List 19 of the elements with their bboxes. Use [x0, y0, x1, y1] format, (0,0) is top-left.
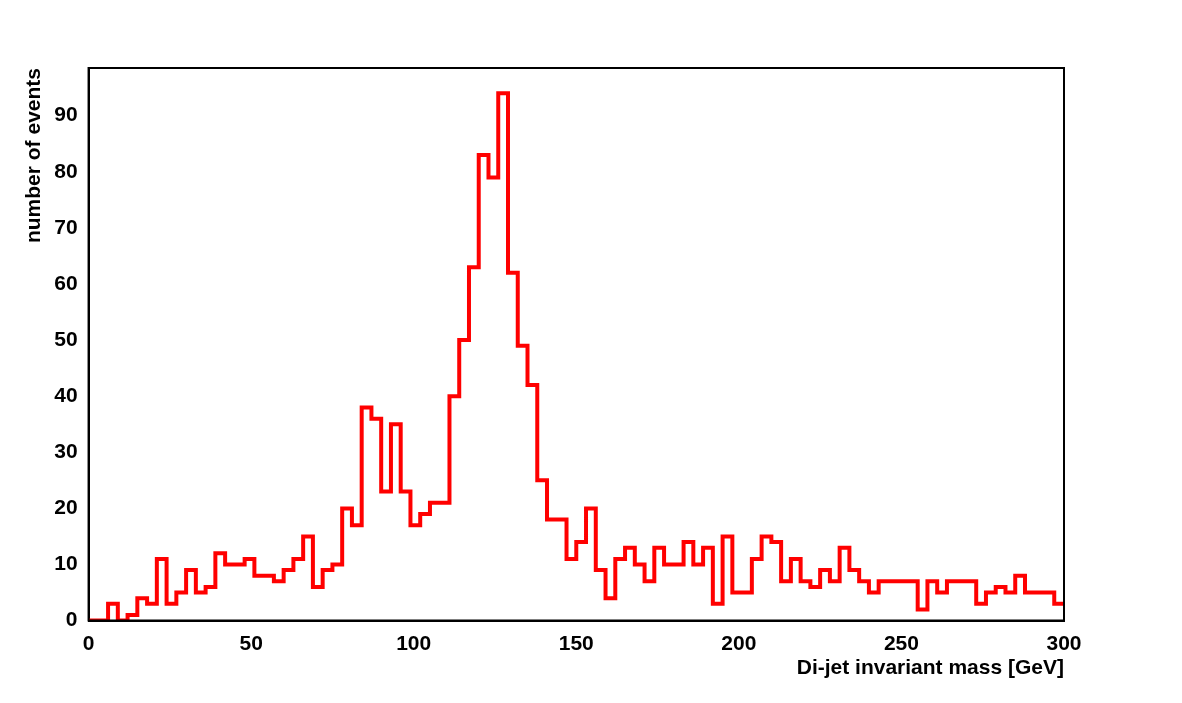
y-tick-label: 70 [54, 214, 78, 238]
y-tick-label: 80 [54, 158, 78, 182]
y-tick-label: 90 [54, 102, 78, 126]
x-tick-label: 150 [558, 631, 594, 654]
x-tick-label: 0 [82, 631, 95, 654]
y-tick-label: 50 [54, 326, 78, 350]
x-tick-label: 100 [396, 631, 432, 654]
y-tick-label: 20 [54, 495, 78, 519]
x-tick-label: 250 [883, 631, 919, 654]
y-tick-label: 40 [54, 382, 78, 406]
y-tick-label: 10 [54, 551, 78, 575]
y-tick-label: 30 [54, 439, 78, 463]
y-axis-title: number of events [21, 68, 45, 244]
y-tick-label: 0 [65, 607, 78, 631]
x-tick-label: 50 [239, 631, 263, 654]
x-tick-label: 200 [721, 631, 757, 654]
x-tick-label: 300 [1046, 631, 1082, 654]
x-axis-title: Di-jet invariant mass [GeV] [796, 655, 1064, 679]
y-tick-label: 60 [54, 270, 78, 294]
